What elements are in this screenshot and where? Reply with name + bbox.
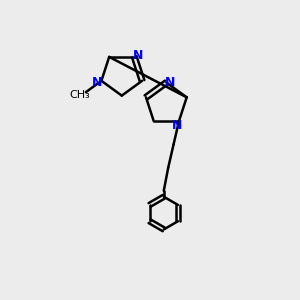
Text: N: N xyxy=(133,49,143,62)
Text: CH₃: CH₃ xyxy=(69,90,90,100)
Text: N: N xyxy=(92,76,102,88)
Text: N: N xyxy=(172,118,183,132)
Text: N: N xyxy=(165,76,175,89)
